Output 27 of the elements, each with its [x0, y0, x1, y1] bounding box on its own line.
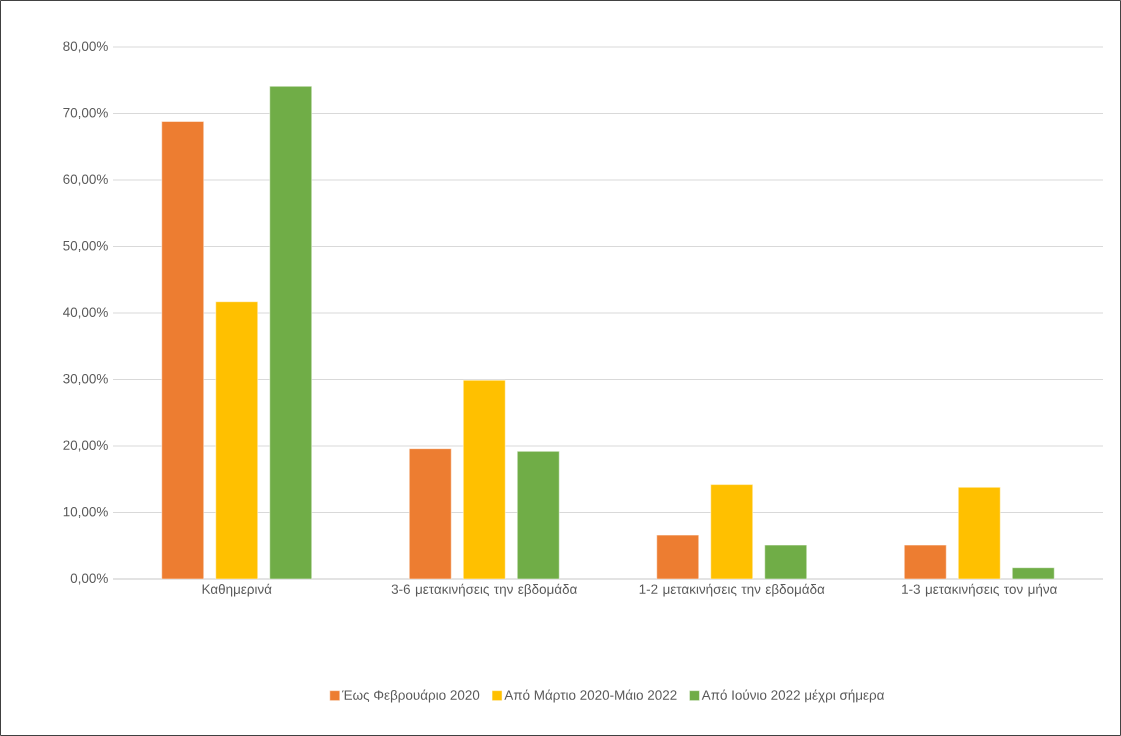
y-tick-label: 60,00% [63, 174, 108, 186]
legend-label: Έως Φεβρουάριο 2020 [341, 689, 480, 703]
bar [517, 451, 560, 579]
legend-label: Από Μάρτιο 2020-Μάιο 2022 [504, 689, 677, 703]
y-tick-label: 50,00% [63, 240, 108, 253]
bar [269, 85, 312, 579]
y-tick-label: 40,00% [63, 307, 108, 319]
bar [958, 486, 1001, 579]
y-tick-label: 70,00% [63, 107, 108, 120]
bar [904, 544, 947, 579]
x-tick-label: 1-3 μετακινήσεις τον μήνα [902, 583, 1057, 597]
x-tick-label: 1-2 μετακινήσεις την εβδομάδα [639, 583, 825, 597]
y-tick-label: 30,00% [63, 373, 108, 386]
y-tick-label: 20,00% [63, 440, 108, 452]
x-tick-label: Καθημερινά [202, 583, 272, 597]
legend-label: Από Ιούνιο 2022 μέχρι σήμερα [701, 689, 885, 703]
bar [409, 448, 452, 579]
y-tick-label: 0,00% [70, 573, 108, 585]
bar [215, 301, 258, 579]
bar [161, 121, 204, 579]
y-tick-label: 10,00% [63, 506, 108, 519]
y-tick-label: 80,00% [63, 41, 108, 53]
x-tick-label: 3-6 μετακινήσεις την εβδομάδα [391, 583, 577, 597]
bar [656, 534, 699, 579]
bar [710, 484, 754, 579]
bar [764, 544, 808, 579]
bar [463, 379, 506, 579]
